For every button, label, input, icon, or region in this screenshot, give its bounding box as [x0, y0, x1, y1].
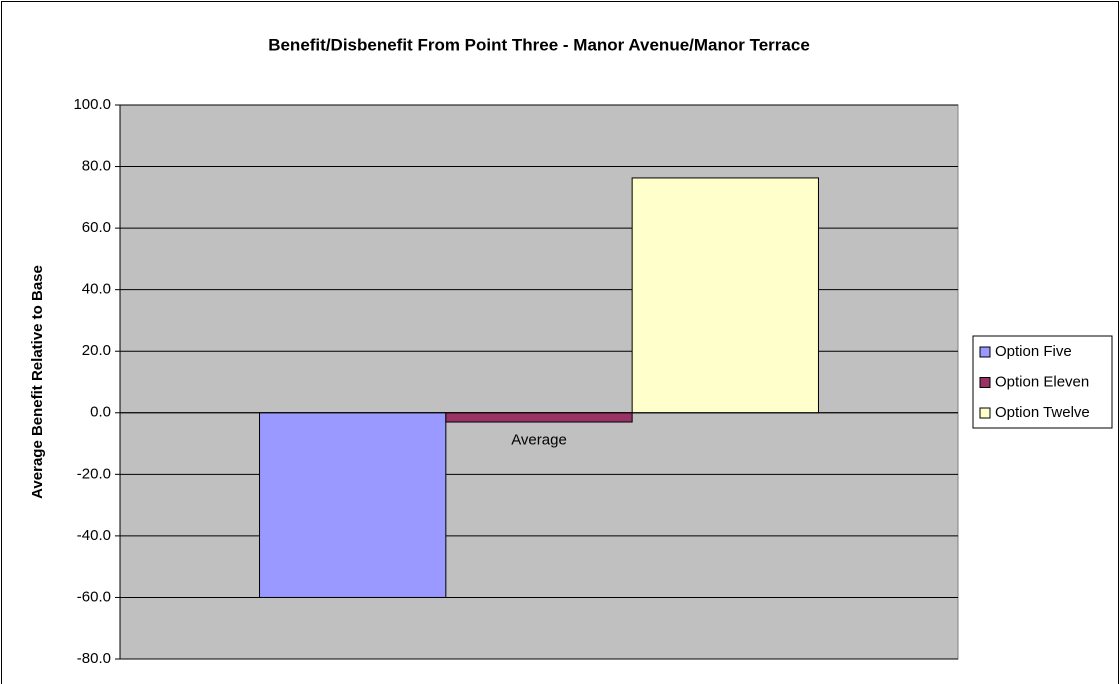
y-tick-label: -40.0 — [77, 527, 111, 544]
y-axis-title: Average Benefit Relative to Base — [29, 265, 46, 499]
legend-swatch — [979, 407, 991, 419]
y-tick-label: 60.0 — [82, 219, 111, 236]
legend-label: Option Five — [995, 343, 1072, 360]
legend-label: Option Eleven — [995, 373, 1089, 390]
y-tick-label: 0.0 — [90, 404, 111, 421]
legend-swatch — [979, 346, 991, 358]
bar — [631, 177, 819, 414]
legend-box — [972, 335, 1113, 429]
legend-label: Option Twelve — [995, 404, 1090, 421]
legend-swatch — [979, 377, 991, 388]
chart-title: Benefit/Disbenefit From Point Three - Ma… — [268, 35, 810, 54]
x-tick-label: Average — [511, 432, 567, 449]
y-tick-label: 20.0 — [82, 342, 111, 359]
bar — [259, 412, 447, 598]
y-tick-label: 100.0 — [73, 96, 111, 113]
y-tick-label: -60.0 — [77, 588, 111, 605]
y-tick-label: 40.0 — [82, 281, 111, 298]
plot-area — [119, 104, 959, 660]
y-tick-label: -80.0 — [77, 650, 111, 667]
y-tick-label: 80.0 — [82, 158, 111, 175]
bar — [445, 412, 633, 423]
y-tick-label: -20.0 — [77, 465, 111, 482]
